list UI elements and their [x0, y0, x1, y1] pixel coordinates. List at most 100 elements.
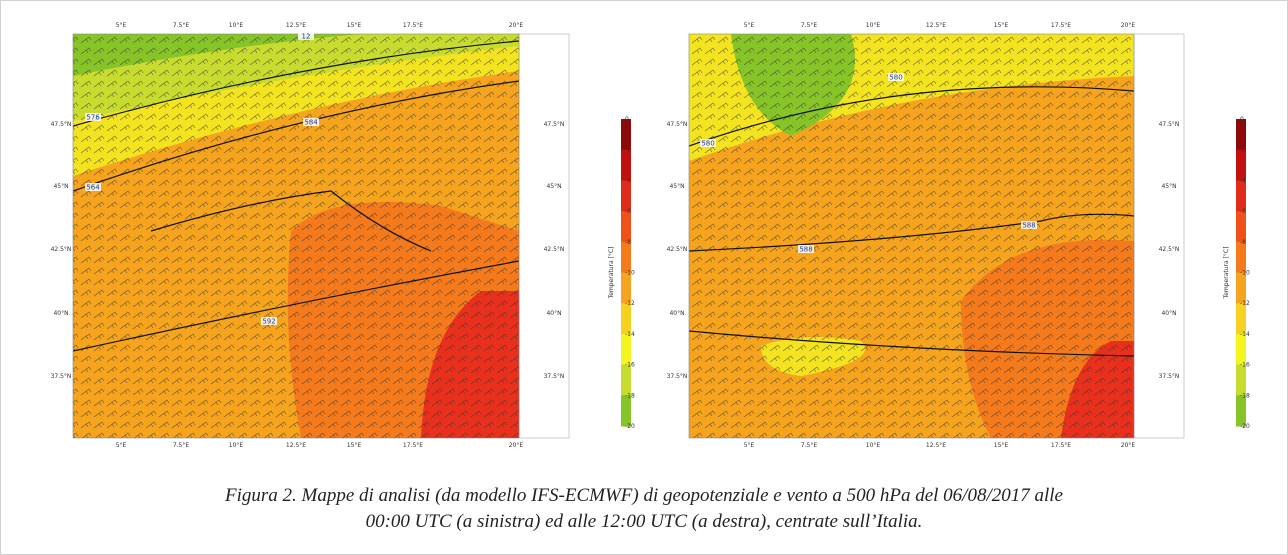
temperature-field [689, 34, 1134, 438]
colorbar-segment [1236, 211, 1246, 243]
colorbar-segment [621, 180, 631, 212]
colorbar-tick: -10 [625, 270, 635, 277]
lat-label: 47.5°N [51, 121, 72, 128]
contour-label: 592 [262, 318, 275, 326]
contour-label-bg [298, 32, 314, 40]
lon-label: 5°E [116, 442, 127, 449]
lat-label: 40°N [546, 310, 561, 317]
colorbar-segment [1236, 241, 1246, 273]
colorbar-tick: -20 [625, 423, 635, 430]
colorbar-tick: 0 [625, 116, 629, 123]
lat-label: 45°N [53, 183, 68, 190]
colorbar-tick: -12 [625, 300, 635, 307]
lon-label: 20°E [1121, 442, 1136, 449]
colorbar-segment [621, 364, 631, 396]
lon-label: 15°E [347, 442, 362, 449]
temperature-field [73, 34, 519, 438]
lat-label: 42.5°N [51, 246, 72, 253]
contour-label: 588 [799, 246, 812, 254]
colorbar-segment [621, 241, 631, 273]
lat-label: 47.5°N [667, 121, 688, 128]
lat-label: 45°N [1161, 183, 1176, 190]
colorbar-tick: -10 [1240, 270, 1250, 277]
colorbar-tick: -18 [625, 392, 635, 399]
lon-label: 5°E [116, 22, 127, 29]
contour-label: 580 [701, 140, 714, 148]
colorbar-segment [621, 395, 631, 427]
colorbar-tick: -6 [625, 208, 631, 215]
contour-label-bg [798, 245, 814, 253]
colorbar-tick: -16 [625, 362, 635, 369]
lon-label: 17.5°E [1051, 442, 1071, 449]
lat-label: 47.5°N [1159, 121, 1180, 128]
contour-label: 564 [86, 184, 100, 192]
lon-label: 12.5°E [286, 22, 306, 29]
lon-label: 15°E [994, 22, 1009, 29]
lon-label: 10°E [866, 22, 881, 29]
colorbar-tick: -14 [1240, 331, 1250, 338]
contour-label: 580 [889, 74, 902, 82]
colorbar-tick: -2 [625, 147, 631, 154]
lon-label: 17.5°E [403, 442, 423, 449]
lat-label: 37.5°N [1159, 373, 1180, 380]
contour-label-bg [700, 139, 716, 147]
colorbar-tick: -4 [625, 177, 631, 184]
colorbar-segment [1236, 119, 1246, 151]
land-area [518, 33, 570, 439]
lon-label: 12.5°E [286, 442, 306, 449]
colorbar-tick: -14 [625, 331, 635, 338]
colorbar-segment [1236, 303, 1246, 335]
lon-label: 17.5°E [1051, 22, 1071, 29]
lon-label: 15°E [994, 442, 1009, 449]
contour-label: 12 [302, 33, 311, 41]
contour-label-bg [888, 73, 904, 81]
lat-label: 40°N [53, 310, 68, 317]
lon-label: 10°E [866, 442, 881, 449]
land-area [1133, 33, 1185, 439]
colorbar-segment [621, 211, 631, 243]
colorbar-segment [621, 119, 631, 151]
lon-label: 20°E [509, 442, 524, 449]
lon-label: 5°E [744, 22, 755, 29]
lat-label: 45°N [546, 183, 561, 190]
lat-label: 37.5°N [51, 373, 72, 380]
lon-label: 17.5°E [403, 22, 423, 29]
caption-line: 00:00 UTC (a sinistra) ed alle 12:00 UTC… [365, 511, 923, 532]
colorbar-tick: -2 [1240, 147, 1246, 154]
caption-line: Figura 2. Mappe di analisi (da modello I… [225, 485, 1063, 506]
lon-label: 12.5°E [926, 442, 946, 449]
lon-label: 7.5°E [173, 22, 190, 29]
contour-label-bg [85, 183, 101, 191]
contour-label-bg [303, 118, 319, 126]
lat-label: 42.5°N [1159, 246, 1180, 253]
lon-label: 7.5°E [173, 442, 190, 449]
lon-label: 15°E [347, 22, 362, 29]
lon-label: 20°E [509, 22, 524, 29]
colorbar-tick: 0 [1240, 116, 1244, 123]
colorbar-segment [1236, 395, 1246, 427]
map-right [688, 33, 1185, 439]
contour-label-bg [85, 113, 101, 121]
colorbar-tick: -12 [1240, 300, 1250, 307]
colorbar-segment [621, 272, 631, 304]
lat-label: 47.5°N [544, 121, 565, 128]
colorbar-segment [1236, 333, 1246, 366]
lon-label: 7.5°E [801, 22, 818, 29]
contour-label-bg [1021, 221, 1037, 229]
map-left [72, 33, 570, 439]
contour-label: 576 [86, 114, 100, 122]
maps: 5°E 5°E 7.5°E 7.5°E 10°E 10°E 12.5°E 12.5°E 15°E… [51, 22, 1250, 449]
colorbar-tick: -6 [1240, 208, 1246, 215]
colorbar-tick: -16 [1240, 362, 1250, 369]
lat-label: 42.5°N [667, 246, 688, 253]
lat-label: 37.5°N [667, 373, 688, 380]
lon-label: 10°E [229, 442, 244, 449]
colorbar-segment [1236, 364, 1246, 396]
colorbar-segment [1236, 149, 1246, 181]
lat-label: 40°N [669, 310, 684, 317]
lon-label: 10°E [229, 22, 244, 29]
colorbar-label: Temperatura [°C] [608, 247, 615, 300]
lon-label: 20°E [1121, 22, 1136, 29]
colorbar-tick: -4 [1240, 177, 1246, 184]
